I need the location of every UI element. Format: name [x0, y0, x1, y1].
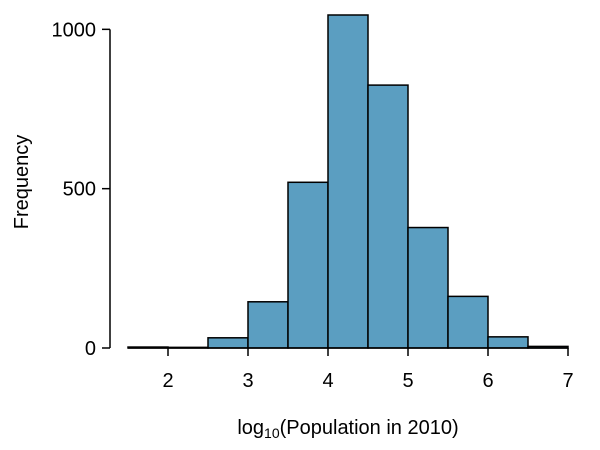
y-tick-label: 0 — [85, 338, 96, 360]
x-tick-label: 7 — [562, 370, 573, 392]
histogram-bar — [487, 336, 529, 349]
x-tick-label: 4 — [322, 370, 333, 392]
y-axis-title: Frequency — [11, 135, 33, 230]
histogram-bar — [447, 295, 489, 349]
y-axis: 0 500 1000 — [52, 19, 111, 360]
x-axis-title-subscript: 10 — [264, 425, 280, 441]
y-tick-label: 500 — [63, 179, 96, 201]
y-tick-label: 1000 — [52, 19, 97, 41]
histogram-bar — [287, 181, 329, 349]
x-axis: 2 3 4 5 6 7 — [128, 347, 574, 392]
histogram-bar — [207, 337, 249, 349]
histogram-bar — [327, 14, 369, 349]
x-axis-title-rest: (Population in 2010) — [280, 417, 459, 439]
histogram-bar — [367, 84, 409, 349]
histogram-bar — [407, 226, 449, 349]
x-axis-title: log10(Population in 2010) — [237, 417, 458, 441]
histogram-bar — [247, 301, 289, 349]
x-tick-label: 3 — [242, 370, 253, 392]
x-axis-title-log: log — [237, 417, 264, 439]
histogram-bars — [127, 14, 569, 349]
x-tick-label: 2 — [162, 370, 173, 392]
x-tick-label: 5 — [402, 370, 413, 392]
x-tick-label: 6 — [482, 370, 493, 392]
